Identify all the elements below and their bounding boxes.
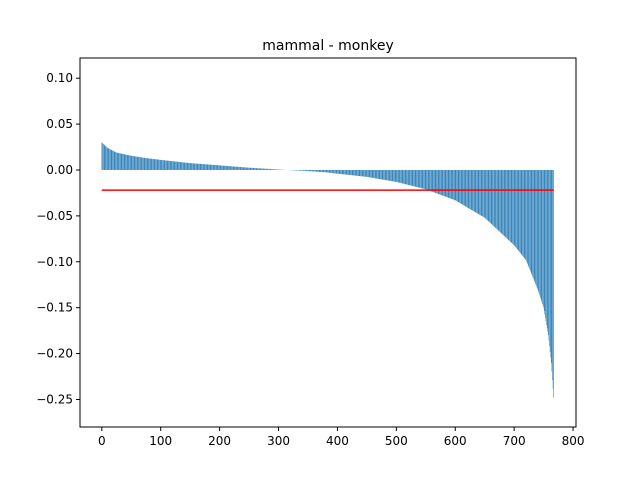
y-tick-label: −0.05 xyxy=(36,209,73,223)
x-tick-label: 700 xyxy=(503,434,526,448)
y-tick-label: −0.25 xyxy=(36,392,73,406)
y-tick-label: 0.00 xyxy=(46,163,73,177)
y-axis-ticks: −0.25 −0.20 −0.15 −0.10 −0.05 0.00 0.05 0.10 xyxy=(36,71,80,406)
chart-title: mammal - monkey xyxy=(262,38,394,54)
x-tick-label: 600 xyxy=(444,434,467,448)
x-tick-label: 800 xyxy=(562,434,585,448)
x-tick-label: 0 xyxy=(98,434,106,448)
y-tick-label: 0.05 xyxy=(46,117,73,131)
bars-group xyxy=(101,142,554,398)
x-tick-label: 200 xyxy=(208,434,231,448)
x-tick-label: 100 xyxy=(149,434,172,448)
plot-frame xyxy=(79,57,577,428)
plot-area xyxy=(80,58,576,427)
x-tick-label: 500 xyxy=(385,434,408,448)
y-tick-label: 0.10 xyxy=(46,71,73,85)
x-tick-label: 300 xyxy=(267,434,290,448)
x-tick-label: 400 xyxy=(326,434,349,448)
y-tick-label: −0.15 xyxy=(36,301,73,315)
x-axis-ticks: 0 100 200 300 400 500 600 700 800 xyxy=(98,427,585,448)
y-tick-label: −0.10 xyxy=(36,255,73,269)
y-tick-label: −0.20 xyxy=(36,347,73,361)
